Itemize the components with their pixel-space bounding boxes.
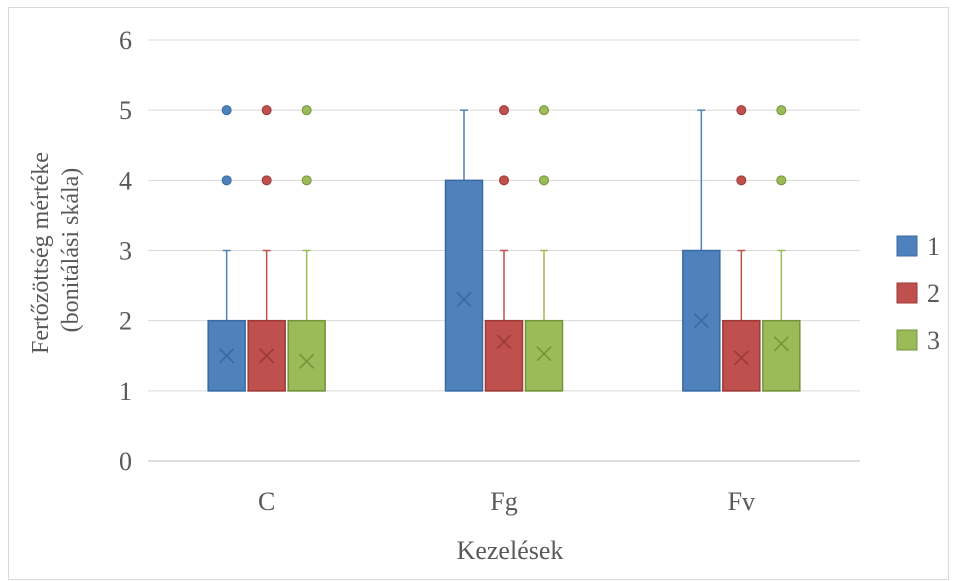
legend-label: 2 (927, 279, 940, 308)
y-tick-label: 0 (119, 447, 132, 476)
outlier-point (301, 175, 312, 186)
x-tick-label: Fv (728, 487, 755, 516)
legend-label: 1 (927, 232, 940, 261)
y-axis-ticks: 0 1 2 3 4 5 6 (119, 26, 132, 476)
box-series-1-Fv (682, 109, 721, 392)
y-tick-label: 4 (119, 166, 132, 195)
outlier-point (736, 105, 747, 116)
y-axis-title: Fertőzöttség mértéke (bonitálási skála) (28, 146, 84, 354)
mean-marker (456, 292, 472, 308)
mean-marker (496, 334, 512, 350)
y-tick-label: 6 (119, 26, 132, 55)
box-series-2-C (247, 105, 286, 392)
outlier-point (539, 105, 549, 116)
x-tick-label: C (258, 487, 275, 516)
mean-marker (536, 346, 552, 362)
outlier-point (539, 175, 549, 186)
y-tick-label: 5 (119, 96, 132, 125)
mean-marker (733, 350, 749, 366)
mean-marker (693, 313, 709, 329)
outlier-point (261, 105, 272, 116)
x-axis-ticks: C Fg Fv (258, 487, 755, 516)
box-series-3-Fv (762, 105, 801, 392)
legend-swatch (896, 235, 918, 257)
mean-marker (773, 336, 789, 352)
mean-marker (299, 353, 315, 369)
y-axis-title-line1: Fertőzöttség mértéke (28, 152, 54, 354)
outlier-point (301, 105, 312, 116)
mean-marker (219, 348, 235, 364)
outlier-point (221, 105, 232, 116)
x-axis-title: Kezelések (457, 536, 564, 565)
box (484, 319, 524, 392)
box (524, 319, 564, 392)
y-tick-label: 2 (119, 307, 132, 336)
legend: 1 2 3 (896, 232, 940, 355)
box (444, 179, 484, 392)
outlier-point (736, 175, 747, 186)
box-series-2-Fg (484, 105, 524, 392)
outlier-point (221, 175, 232, 186)
box (722, 319, 761, 392)
boxes (207, 105, 801, 392)
outlier-point (776, 105, 787, 116)
outlier-point (776, 175, 787, 186)
outlier-point (261, 175, 272, 186)
box-series-3-Fg (524, 105, 564, 392)
y-tick-label: 3 (119, 237, 132, 266)
box (287, 319, 326, 392)
legend-label: 3 (927, 326, 940, 355)
box (762, 319, 801, 392)
y-tick-label: 1 (119, 377, 132, 406)
legend-swatch (896, 329, 918, 351)
box-series-1-Fg (444, 109, 484, 392)
box (247, 319, 286, 392)
box-series-3-C (287, 105, 326, 392)
box-series-2-Fv (722, 105, 761, 392)
x-tick-label: Fg (490, 487, 517, 516)
box-series-1-C (207, 105, 246, 392)
outlier-point (499, 105, 509, 116)
outlier-point (499, 175, 509, 186)
mean-marker (259, 348, 275, 364)
legend-swatch (896, 282, 918, 304)
y-axis-title-line2: (bonitálási skála) (58, 168, 84, 333)
